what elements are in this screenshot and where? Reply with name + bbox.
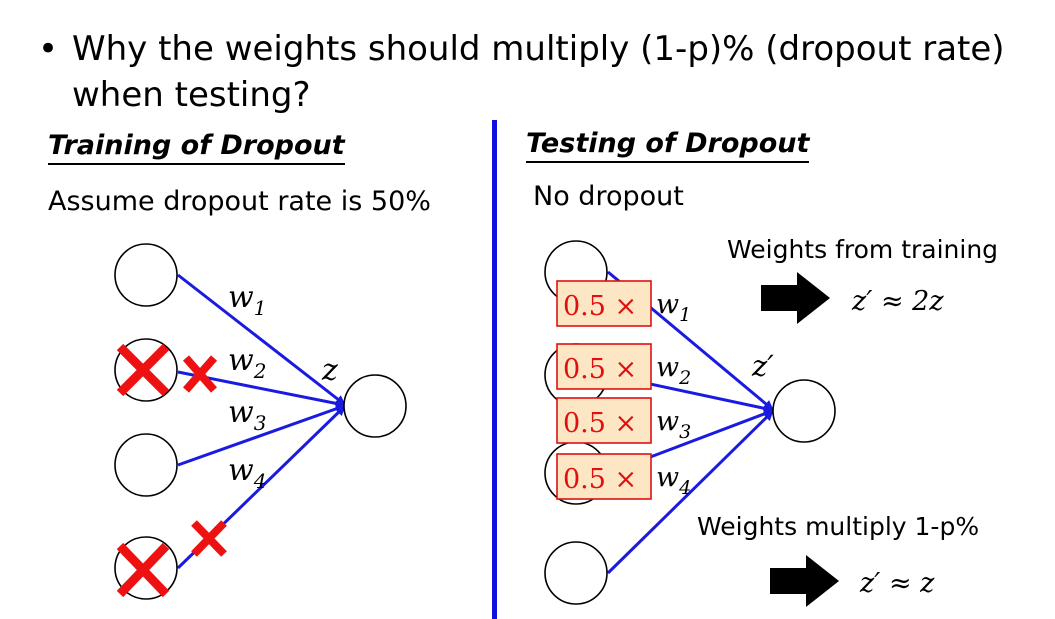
dropout-cross-edge-2 [182,355,218,393]
training-input-node-1 [114,243,178,307]
training-heading-text: Training of Dropout [48,130,345,161]
training-weight-label-4: w4 [228,453,266,493]
arrow-right-icon [770,555,839,607]
training-edge-3 [177,403,346,467]
training-edge-1 [177,273,346,406]
testing-weight-label-3: w3 [656,406,691,443]
training-network: w1 w2 w3 w4 z [114,243,407,600]
dropout-cross-node-4 [116,542,170,598]
testing-network: 0.5 × 0.5 × 0.5 × 0.5 × w1 w2 w3 w4 z′ [544,240,836,605]
training-weight-label-2: w2 [228,343,266,383]
training-output-node [343,374,407,438]
training-input-node-3 [114,433,178,497]
testing-edge-4 [606,410,774,575]
testing-weight-label-2: w2 [656,352,691,389]
testing-output-label: z′ [751,349,774,383]
testing-weight-label-1: w1 [656,289,691,326]
training-heading-underline [48,163,345,165]
result-z-prime-approx-z: z′ ≈ z [859,568,935,599]
svg-text:0.5 ×: 0.5 × [563,464,637,495]
testing-input-node-4 [544,541,608,605]
svg-text:0.5 ×: 0.5 × [563,408,637,439]
multiplier-box-4: 0.5 × [556,453,652,500]
dropout-cross-edge-4 [191,520,227,557]
question-bullet: • Why the weights should multiply (1-p)%… [38,26,1038,118]
testing-output-node [772,379,836,443]
note-weights-multiply: Weights multiply 1-p% [697,512,979,541]
training-subtitle: Assume dropout rate is 50% [48,186,431,217]
note-weights-from-training: Weights from training [727,235,998,264]
svg-text:0.5 ×: 0.5 × [563,291,637,322]
arrow-right-icon [761,272,830,324]
question-text: Why the weights should multiply (1-p)% (… [72,29,1005,115]
dropout-cross-node-2 [116,343,170,397]
testing-heading-underline [526,161,810,163]
multiplier-box-1: 0.5 × [556,280,652,327]
testing-heading-text: Testing of Dropout [526,128,810,159]
training-weight-label-1: w1 [228,280,266,320]
bullet-marker: • [38,29,59,69]
training-heading: Training of Dropout [48,130,345,165]
training-output-label: z [321,353,338,388]
result-z-prime-approx-2z: z′ ≈ 2z [851,286,944,317]
testing-subtitle: No dropout [533,181,684,212]
testing-heading: Testing of Dropout [526,128,810,163]
section-divider [492,120,497,619]
multiplier-box-2: 0.5 × [556,343,652,390]
testing-weight-label-4: w4 [656,462,691,499]
svg-text:0.5 ×: 0.5 × [563,354,637,385]
multiplier-box-3: 0.5 × [556,397,652,444]
training-weight-label-3: w3 [228,395,266,435]
